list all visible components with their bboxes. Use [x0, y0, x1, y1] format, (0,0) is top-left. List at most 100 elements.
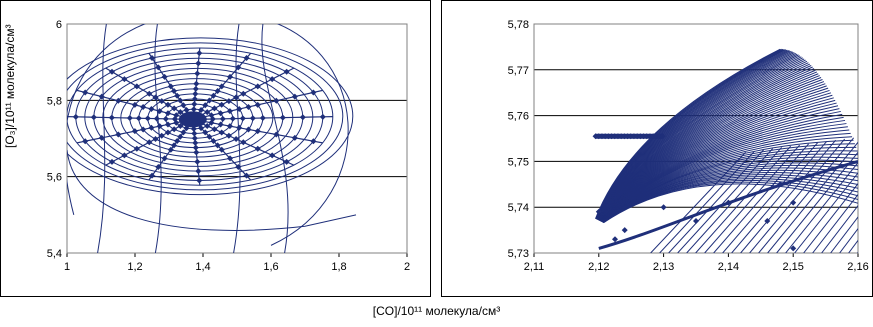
data-point [217, 121, 224, 128]
data-point [650, 133, 657, 140]
x-axis-label: [CO]/10¹¹ молекула/см³ [372, 304, 501, 318]
data-point [177, 133, 184, 140]
data-point [206, 97, 213, 104]
data-point [202, 129, 209, 136]
data-point [192, 139, 199, 146]
data-point [214, 142, 221, 149]
data-point [170, 88, 177, 95]
data-point [299, 114, 306, 121]
data-point [191, 101, 198, 108]
trajectory [677, 148, 774, 253]
data-point [608, 133, 615, 140]
chart-right-panel: 5,73 5,74 5,75 5,76 5,77 5,78 2,11 2,12 2,13 2,14… [441, 0, 873, 297]
y-tick-label: 5,78 [508, 19, 529, 31]
trajectory [776, 151, 858, 253]
data-point [193, 149, 200, 156]
data-point [198, 106, 205, 113]
data-point [226, 108, 233, 115]
data-point [155, 64, 162, 71]
data-point [146, 139, 153, 146]
data-point [161, 155, 168, 162]
data-point [131, 101, 138, 108]
data-point [630, 133, 637, 140]
data-point [226, 123, 233, 130]
data-point [611, 133, 618, 140]
data-point [240, 139, 247, 146]
data-point [121, 152, 128, 159]
data-point [170, 142, 177, 149]
x-tick-label: 2,14 [718, 261, 739, 273]
data-point [618, 133, 625, 140]
trajectory-band [598, 159, 858, 250]
trajectory [650, 151, 747, 253]
data-point [108, 114, 115, 121]
data-point [82, 89, 89, 96]
data-point [643, 133, 650, 140]
data-point [171, 126, 178, 133]
data-point [235, 64, 242, 71]
data-point [634, 133, 641, 140]
x-tick-label: 1,6 [263, 261, 278, 273]
y-tick-label: 6 [56, 19, 62, 31]
data-point [173, 112, 180, 119]
data-point [236, 106, 243, 113]
data-point [283, 158, 290, 165]
data-point [164, 110, 171, 117]
data-point [790, 245, 797, 252]
trajectory [821, 204, 858, 253]
trajectory [659, 150, 756, 253]
x-tick-label: 1,2 [127, 261, 142, 273]
data-point [291, 93, 298, 100]
data-point [177, 122, 184, 129]
data-point [108, 68, 115, 75]
trajectory [867, 123, 873, 253]
data-point [164, 129, 171, 136]
data-point [254, 83, 261, 90]
data-point [225, 98, 232, 105]
data-point [614, 133, 621, 140]
trajectory [668, 149, 765, 253]
data-point [790, 199, 797, 206]
trajectory-outer [67, 24, 349, 246]
trajectory [767, 141, 858, 253]
trajectories [592, 48, 873, 253]
data-point [208, 112, 215, 119]
data-point [192, 144, 199, 151]
data-point [640, 133, 647, 140]
data-point [227, 73, 234, 80]
data-point [183, 106, 190, 113]
data-point [211, 126, 218, 133]
data-point [192, 85, 199, 92]
data-point [140, 126, 147, 133]
data-point [291, 134, 298, 141]
y-axis-label: [O₃]/10¹¹ молекула/см³ [3, 24, 17, 148]
data-point [192, 90, 199, 97]
trajectory [713, 143, 810, 253]
plot-area [66, 23, 408, 254]
data-point [158, 98, 165, 105]
data-point [180, 129, 187, 136]
data-point [146, 90, 153, 97]
data-point [90, 114, 97, 121]
focus-point [178, 111, 207, 128]
y-tick-label: 5,74 [508, 202, 529, 214]
trajectory [830, 216, 858, 253]
data-point [195, 168, 202, 175]
y-tick-label: 5,8 [47, 95, 62, 107]
data-point [249, 115, 256, 122]
data-point [82, 138, 89, 145]
data-point [243, 172, 250, 179]
x-tick-label: 2 [404, 261, 410, 273]
data-point [598, 133, 605, 140]
data-point [158, 132, 165, 139]
data-point [637, 133, 644, 140]
data-point [283, 68, 290, 75]
data-point [777, 181, 784, 188]
data-point [269, 76, 276, 83]
trajectory [749, 138, 846, 253]
data-point [121, 76, 128, 83]
data-point [245, 126, 252, 133]
trajectory [603, 183, 858, 224]
trajectory [704, 144, 801, 253]
data-point [225, 132, 232, 139]
